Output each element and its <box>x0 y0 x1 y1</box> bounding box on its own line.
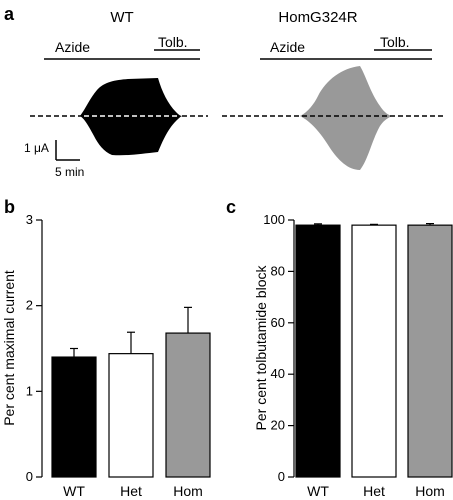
azide-label-right: Azide <box>270 39 305 55</box>
category-label-het: Het <box>363 483 385 499</box>
y-axis-title-c: Per cent tolbutamide block <box>253 265 269 431</box>
azide-label-left: Azide <box>55 39 90 55</box>
category-label-hom: Hom <box>415 483 445 499</box>
category-label-wt: WT <box>307 483 329 499</box>
bar-het <box>351 224 397 478</box>
trace-title-wt: WT <box>110 9 133 26</box>
scale-label-current: 1 μA <box>24 141 49 155</box>
y-ticks-c: 0 20 40 60 80 100 <box>263 212 294 484</box>
y-tick-label: 60 <box>271 315 285 330</box>
y-tick-label: 0 <box>278 469 285 484</box>
tolb-label-left: Tolb. <box>158 34 188 50</box>
y-ticks-b: 0 1 2 3 <box>26 212 42 484</box>
y-tick-label: 80 <box>271 263 285 278</box>
category-label-hom: Hom <box>173 483 203 499</box>
y-tick-label: 1 <box>26 383 33 398</box>
bar-wt <box>295 224 341 478</box>
y-tick-label: 3 <box>26 212 33 227</box>
bar-wt <box>51 356 97 478</box>
tolb-label-right: Tolb. <box>380 34 410 50</box>
trace-title-homg324r: HomG324R <box>278 9 357 26</box>
y-tick-label: 40 <box>271 366 285 381</box>
bar-hom <box>165 332 211 478</box>
y-tick-label: 20 <box>271 418 285 433</box>
panel-label-b: b <box>4 197 15 217</box>
y-tick-label: 0 <box>26 469 33 484</box>
scale-label-time: 5 min <box>55 165 84 179</box>
current-trace-homg324r <box>300 66 392 170</box>
y-tick-label: 2 <box>26 298 33 313</box>
panel-label-c: c <box>226 197 236 217</box>
category-label-het: Het <box>120 483 142 499</box>
y-tick-label: 100 <box>263 212 285 227</box>
category-label-wt: WT <box>63 483 85 499</box>
panel-label-a: a <box>4 4 15 24</box>
bars-b: WT Het Hom <box>51 306 211 499</box>
bar-het <box>108 353 154 478</box>
y-axis-title-b: Per cent maximal current <box>1 270 17 426</box>
bars-c: WT Het Hom <box>295 222 453 499</box>
bar-hom <box>407 224 453 478</box>
